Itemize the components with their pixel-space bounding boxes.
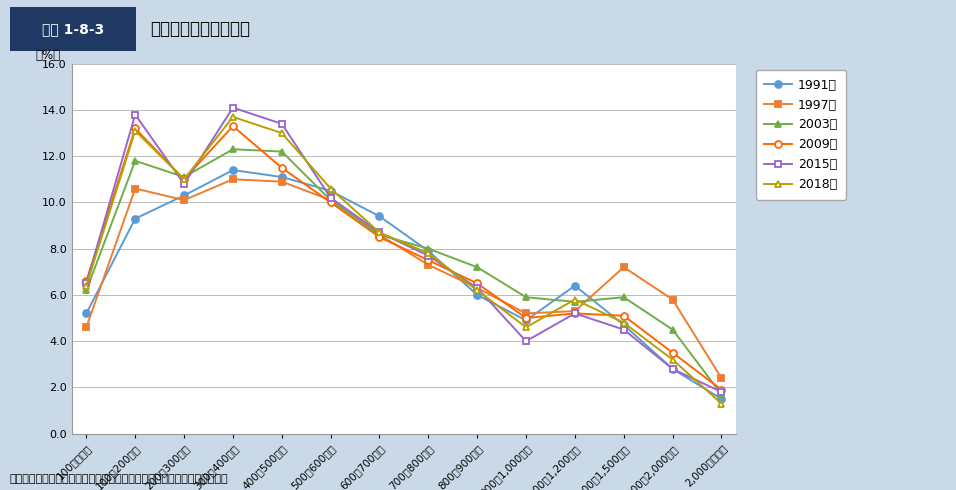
2015年 [228, 105, 239, 111]
2009年 [80, 278, 92, 284]
2018年 [520, 324, 532, 330]
1991年 [423, 248, 434, 254]
2015年 [374, 229, 385, 235]
Line: 2009年: 2009年 [83, 122, 725, 393]
2003年 [716, 392, 728, 397]
2015年 [667, 366, 679, 372]
2015年 [716, 389, 728, 395]
2009年 [423, 257, 434, 263]
1991年 [569, 283, 580, 289]
1991年 [716, 396, 728, 402]
1997年 [179, 197, 190, 203]
Legend: 1991年, 1997年, 2003年, 2009年, 2015年, 2018年: 1991年, 1997年, 2003年, 2009年, 2015年, 2018年 [755, 70, 846, 200]
2018年 [569, 296, 580, 302]
2009年 [618, 313, 629, 318]
2018年 [129, 128, 141, 134]
2009年 [179, 176, 190, 182]
2015年 [129, 112, 141, 118]
1991年 [129, 216, 141, 221]
1991年 [471, 292, 483, 298]
1997年 [129, 186, 141, 192]
1997年 [716, 375, 728, 381]
2015年 [520, 338, 532, 344]
2009年 [520, 315, 532, 321]
1997年 [667, 296, 679, 302]
Line: 1997年: 1997年 [83, 176, 725, 382]
2003年 [520, 294, 532, 300]
1991年 [228, 167, 239, 173]
2015年 [618, 327, 629, 333]
2009年 [374, 234, 385, 240]
2018年 [179, 176, 190, 182]
2015年 [423, 253, 434, 259]
1997年 [423, 262, 434, 268]
1997年 [374, 232, 385, 238]
1991年 [80, 311, 92, 317]
2018年 [618, 319, 629, 325]
1991年 [618, 322, 629, 328]
2018年 [716, 401, 728, 407]
2018年 [471, 287, 483, 293]
2009年 [471, 280, 483, 286]
Text: 資料：厚生労働省政策統括官付参事官付世帯統計室「国民生活基礎調査」: 資料：厚生労働省政策統括官付参事官付世帯統計室「国民生活基礎調査」 [10, 474, 228, 484]
2018年 [228, 114, 239, 120]
1997年 [520, 311, 532, 317]
2003年 [179, 174, 190, 180]
2009年 [129, 125, 141, 131]
Line: 1991年: 1991年 [83, 167, 725, 402]
Text: （%）: （%） [35, 49, 60, 62]
1997年 [228, 176, 239, 182]
1991年 [520, 318, 532, 323]
2003年 [228, 147, 239, 152]
2003年 [423, 245, 434, 252]
2009年 [667, 350, 679, 356]
2003年 [276, 148, 288, 154]
2009年 [228, 123, 239, 129]
2003年 [569, 299, 580, 305]
Bar [10, 7, 136, 51]
1997年 [80, 324, 92, 330]
1997年 [471, 285, 483, 291]
2018年 [80, 283, 92, 289]
2015年 [569, 311, 580, 317]
1997年 [618, 264, 629, 270]
2009年 [276, 165, 288, 171]
2015年 [179, 181, 190, 187]
2009年 [325, 199, 337, 205]
1991年 [179, 193, 190, 198]
1991年 [276, 174, 288, 180]
2015年 [276, 121, 288, 127]
2003年 [618, 294, 629, 300]
2003年 [129, 158, 141, 164]
Line: 2015年: 2015年 [83, 104, 725, 395]
2003年 [667, 327, 679, 333]
2018年 [423, 250, 434, 256]
Line: 2018年: 2018年 [83, 113, 725, 407]
2018年 [276, 130, 288, 136]
1997年 [276, 179, 288, 185]
2003年 [325, 197, 337, 203]
Text: 世帯所得の分布の推移: 世帯所得の分布の推移 [150, 21, 250, 38]
1991年 [374, 213, 385, 219]
1991年 [667, 366, 679, 372]
2015年 [471, 285, 483, 291]
2018年 [667, 357, 679, 363]
2018年 [374, 229, 385, 235]
Text: 図表 1-8-3: 図表 1-8-3 [42, 23, 104, 36]
1991年 [325, 188, 337, 194]
Line: 2003年: 2003年 [83, 146, 725, 398]
2018年 [325, 186, 337, 192]
2009年 [716, 387, 728, 392]
1997年 [569, 308, 580, 314]
2015年 [325, 195, 337, 201]
2009年 [569, 311, 580, 317]
1997年 [325, 197, 337, 203]
2015年 [80, 280, 92, 286]
2003年 [80, 287, 92, 293]
2003年 [374, 232, 385, 238]
2003年 [471, 264, 483, 270]
